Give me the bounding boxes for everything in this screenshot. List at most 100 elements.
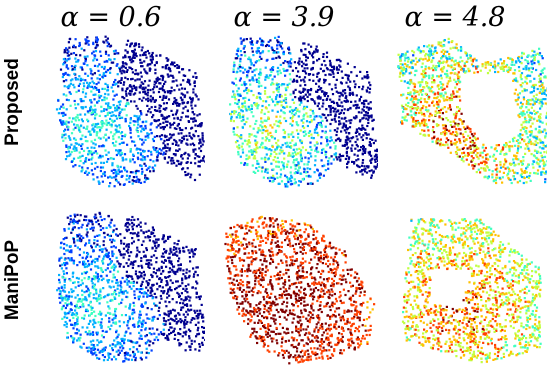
cloud-point <box>486 166 489 169</box>
cloud-point <box>330 88 334 91</box>
cloud-point <box>107 107 110 110</box>
cloud-point <box>425 106 428 109</box>
cloud-point <box>313 115 316 118</box>
cloud-point <box>118 291 121 294</box>
cloud-point <box>190 104 193 107</box>
cloud-point <box>121 61 124 64</box>
cloud-point <box>258 76 261 79</box>
cloud-point <box>83 263 86 266</box>
cloud-point <box>128 348 132 351</box>
cloud-point <box>99 340 102 343</box>
cloud-point <box>158 107 161 110</box>
cloud-point <box>323 113 326 117</box>
cloud-point <box>435 107 439 110</box>
cloud-point <box>195 95 198 98</box>
cloud-point <box>272 100 275 103</box>
cloud-point <box>321 130 324 133</box>
cloud-point <box>138 331 141 334</box>
cloud-point <box>176 64 179 67</box>
cloud-point <box>350 147 353 150</box>
cloud-point <box>139 164 142 167</box>
cloud-point <box>538 119 541 122</box>
cloud-point <box>347 157 350 160</box>
cloud-point <box>77 78 80 81</box>
cloud-point <box>363 170 367 173</box>
cloud-point <box>88 346 91 349</box>
cloud-point <box>103 60 106 63</box>
cloud-point <box>446 85 449 88</box>
cloud-point <box>297 164 300 167</box>
cloud-point <box>520 78 523 81</box>
cloud-point <box>127 258 130 261</box>
cloud-point <box>127 56 130 59</box>
cloud-point <box>147 284 150 287</box>
cloud-point <box>242 118 245 121</box>
cloud-point <box>89 105 93 108</box>
cloud-point <box>113 119 116 122</box>
cloud-point <box>274 98 278 101</box>
cloud-point <box>250 107 253 110</box>
cloud-point <box>165 102 168 105</box>
cloud-point <box>533 56 536 59</box>
cloud-point <box>448 76 451 79</box>
cloud-point <box>367 116 370 119</box>
cloud-point <box>173 61 176 64</box>
cloud-point <box>464 71 467 74</box>
cloud-point <box>295 129 299 132</box>
cloud-point <box>300 50 303 53</box>
cloud-point <box>306 163 309 166</box>
cloud-point <box>150 288 153 291</box>
cloud-point <box>328 140 331 143</box>
cloud-point <box>116 73 119 76</box>
cloud-point <box>151 88 155 91</box>
cloud-point <box>544 98 547 101</box>
cloud-point <box>180 154 183 157</box>
cloud-point <box>320 136 323 139</box>
cloud-point <box>144 86 147 89</box>
cloud-point <box>355 74 358 77</box>
cloud-point <box>348 119 351 122</box>
cloud-point <box>538 138 541 141</box>
cloud-point <box>542 167 545 170</box>
cloud-point <box>183 320 186 323</box>
cloud-point <box>311 182 314 185</box>
cloud-point <box>99 128 102 131</box>
cloud-point <box>90 244 93 247</box>
cloud-point <box>92 229 95 232</box>
cloud-point <box>334 120 337 123</box>
cloud-point <box>349 140 352 143</box>
cloud-point <box>115 149 118 152</box>
cloud-point <box>157 238 160 241</box>
cloud-point <box>161 77 164 80</box>
cloud-point <box>196 329 199 332</box>
cloud-point <box>356 154 359 157</box>
cloud-point <box>445 132 448 135</box>
cloud-point <box>376 156 378 159</box>
cloud-point <box>447 37 450 40</box>
cloud-point <box>473 146 476 149</box>
cloud-point <box>149 55 152 58</box>
cloud-point <box>118 320 121 323</box>
cloud-point <box>332 158 335 161</box>
cloud-point <box>439 143 442 146</box>
cloud-point <box>117 81 120 84</box>
cloud-point <box>136 178 139 181</box>
cloud-point <box>62 72 65 76</box>
cloud-point <box>146 94 149 97</box>
cloud-point <box>411 125 414 128</box>
cloud-point <box>121 174 124 178</box>
cloud-point <box>345 81 348 84</box>
cloud-point <box>315 45 318 48</box>
cloud-point <box>450 98 453 101</box>
cloud-point <box>475 146 478 149</box>
cloud-point <box>242 115 245 118</box>
cloud-point <box>101 260 104 263</box>
cloud-point <box>526 165 529 168</box>
cloud-point <box>136 73 140 76</box>
cloud-point <box>305 59 308 62</box>
cloud-point <box>518 179 522 183</box>
cloud-point <box>439 138 442 141</box>
cloud-point <box>244 96 247 99</box>
cloud-point <box>80 147 83 150</box>
cloud-point <box>307 89 310 92</box>
